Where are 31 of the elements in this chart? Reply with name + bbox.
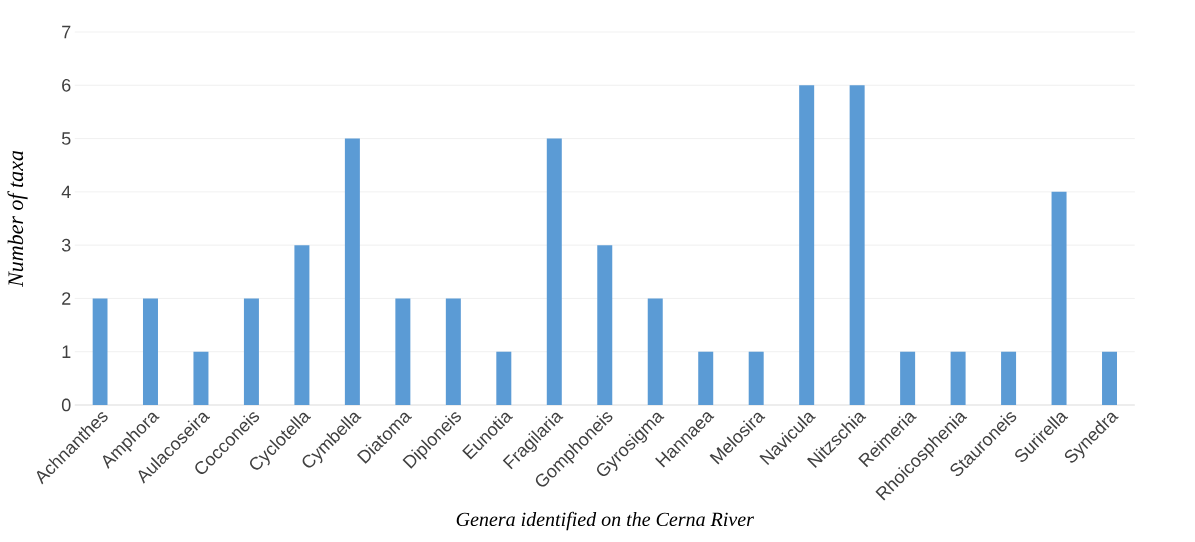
bar	[597, 245, 613, 405]
y-tick-label: 2	[62, 292, 71, 305]
bar	[142, 298, 158, 405]
bar	[849, 85, 865, 405]
bar	[647, 298, 663, 405]
bar	[1051, 191, 1067, 405]
bar	[748, 351, 764, 405]
bar	[294, 245, 310, 405]
x-axis-title: Genera identified on the Cerna River	[456, 511, 754, 531]
bar	[243, 298, 259, 405]
bar	[445, 298, 461, 405]
bar	[395, 298, 411, 405]
bar	[698, 351, 714, 405]
y-axis-title: Number of taxa	[7, 150, 28, 288]
bar	[546, 138, 562, 405]
bar	[344, 138, 360, 405]
bar	[1001, 351, 1017, 405]
y-tick-label: 0	[61, 398, 71, 412]
y-tick-label: 4	[61, 185, 71, 199]
y-tick-label: 1	[62, 345, 71, 358]
bar	[799, 85, 815, 405]
bar	[193, 351, 209, 405]
bar	[496, 351, 512, 405]
bar	[950, 351, 966, 405]
bar	[92, 298, 108, 405]
bar	[1102, 351, 1118, 405]
bar	[900, 351, 916, 405]
y-tick-label: 7	[62, 25, 71, 39]
y-tick-label: 5	[61, 132, 71, 145]
y-tick-label: 3	[61, 238, 71, 252]
y-tick-label: 6	[62, 78, 71, 92]
